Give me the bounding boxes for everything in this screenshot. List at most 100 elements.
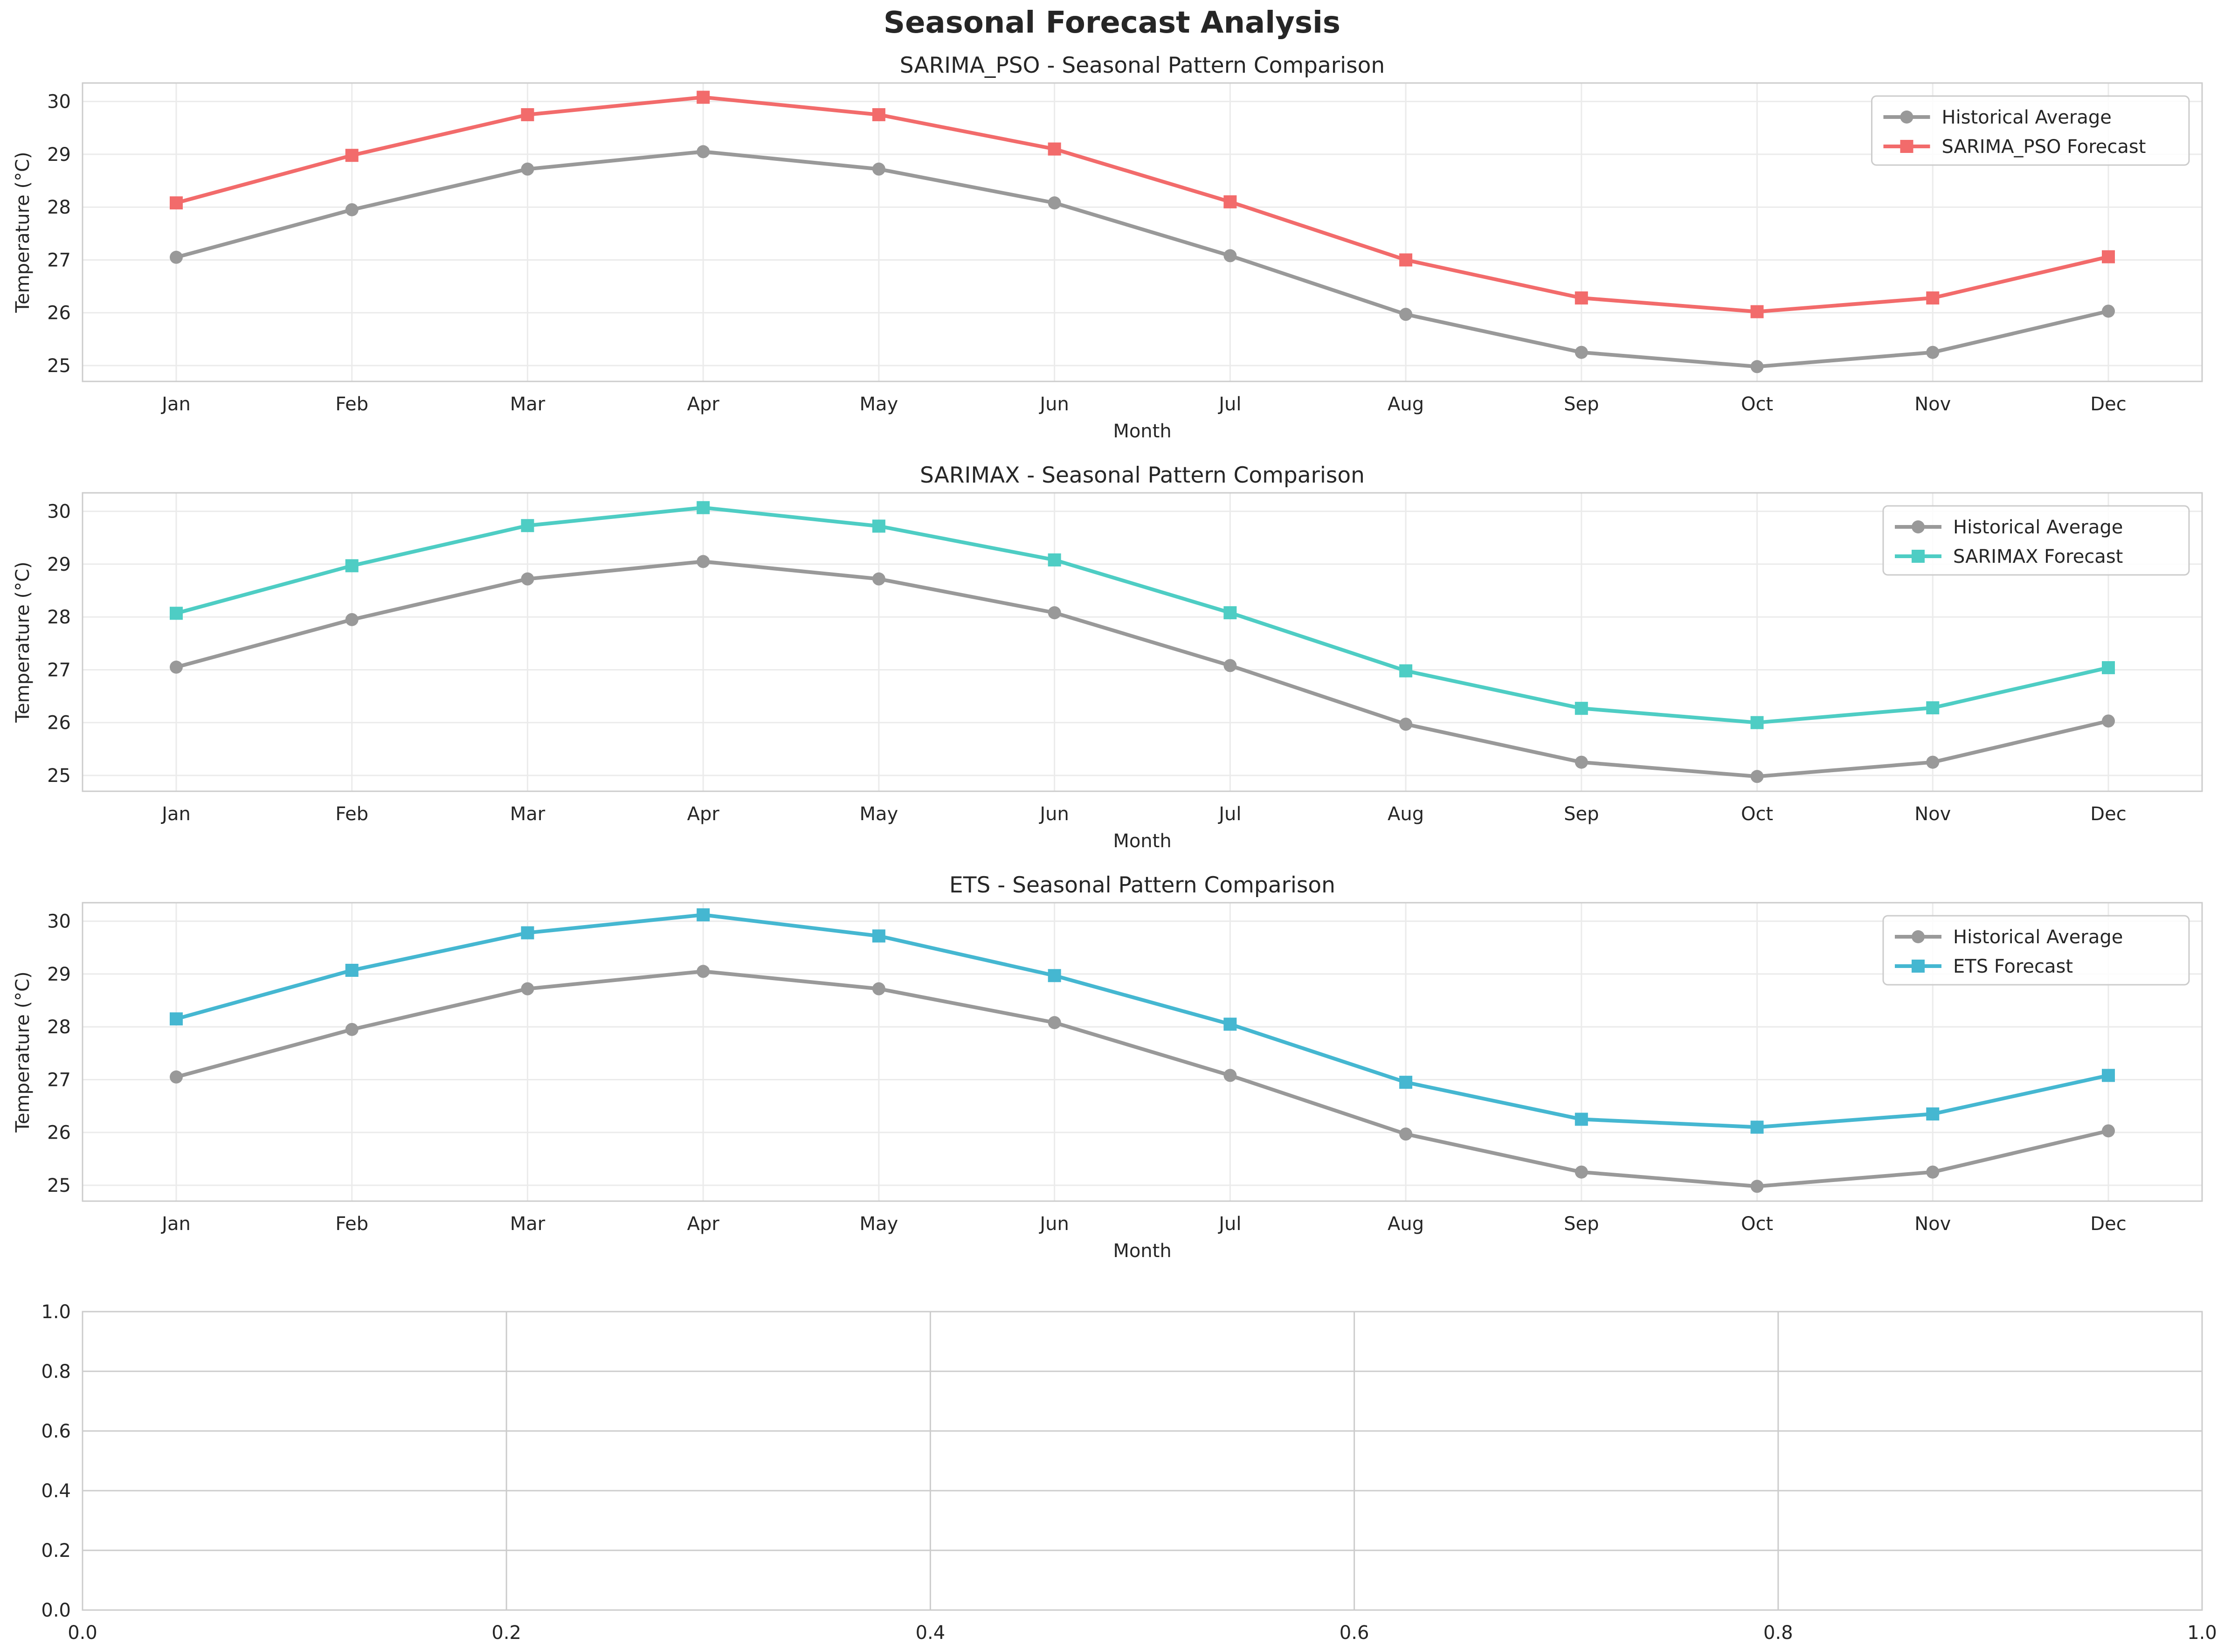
data-point	[1926, 755, 1940, 769]
data-point	[2102, 661, 2115, 674]
data-point	[1750, 1120, 1764, 1134]
data-point	[1750, 716, 1764, 729]
data-point	[1575, 1165, 1588, 1179]
legend-label: SARIMA_PSO Forecast	[1942, 136, 2146, 158]
figure-title: Seasonal Forecast Analysis	[884, 6, 1340, 40]
x-axis-label: Month	[1113, 1240, 1171, 1262]
x-tick-label: Aug	[1388, 803, 1424, 825]
data-point	[1926, 1107, 1940, 1121]
legend-label: Historical Average	[1953, 517, 2123, 538]
legend-marker	[1912, 930, 1925, 943]
y-tick-label: 25	[47, 1175, 71, 1196]
plot-frame	[82, 902, 2203, 1202]
y-axis-label: Temperature (°C)	[12, 152, 34, 313]
x-axis-label: Month	[1113, 421, 1171, 442]
data-point	[1223, 195, 1237, 208]
data-point	[1750, 360, 1764, 373]
y-tick-label: 27	[47, 249, 71, 271]
plot-frame	[82, 492, 2203, 792]
data-point	[170, 1070, 183, 1084]
y-tick-label: 27	[47, 1069, 71, 1091]
x-tick-label: Jun	[1038, 394, 1069, 415]
data-point	[521, 572, 534, 586]
data-point	[2102, 1069, 2115, 1082]
series-line	[174, 150, 2110, 369]
x-tick-label: Mar	[510, 1213, 546, 1235]
data-point	[521, 519, 534, 532]
x-tick-label: Nov	[1914, 394, 1951, 415]
x-tick-label: Apr	[687, 394, 720, 415]
x-tick-label: Dec	[2090, 803, 2126, 825]
x-tick-label: May	[860, 803, 898, 825]
data-point	[170, 250, 183, 264]
data-point	[2102, 1124, 2115, 1138]
y-tick-label: 30	[47, 911, 71, 933]
x-axis-label: Month	[1113, 830, 1171, 852]
data-point	[521, 926, 534, 940]
x-tick-label: 0.6	[1340, 1622, 1369, 1644]
data-point	[1048, 553, 1061, 567]
data-point	[872, 108, 885, 121]
data-point	[170, 607, 183, 620]
data-point	[1399, 253, 1413, 267]
chart-panel-1: SARIMA_PSO - Seasonal Pattern Comparison…	[12, 53, 2203, 442]
data-point	[697, 145, 710, 159]
x-tick-label: Oct	[1741, 1213, 1773, 1235]
x-tick-label: Aug	[1388, 1213, 1424, 1235]
x-tick-label: Oct	[1741, 803, 1773, 825]
chart-panel-2: SARIMAX - Seasonal Pattern Comparison 25 2…	[12, 463, 2203, 852]
x-tick-label: May	[860, 1213, 898, 1235]
x-tick-label: Jan	[160, 803, 191, 825]
y-axis-label: Temperature (°C)	[12, 971, 34, 1133]
data-point	[1223, 659, 1237, 672]
x-tick-label: Aug	[1388, 394, 1424, 415]
y-tick-label: 28	[47, 607, 71, 628]
data-point	[345, 203, 359, 216]
x-tick-label: 0.4	[916, 1622, 946, 1644]
y-tick-label: 28	[47, 197, 71, 218]
y-tick-label: 29	[47, 964, 71, 985]
data-point	[697, 555, 710, 568]
x-tick-label: Feb	[335, 394, 368, 415]
data-point	[697, 501, 710, 514]
data-point	[1048, 1016, 1061, 1030]
x-tick-label: Feb	[335, 1213, 368, 1235]
legend-label: ETS Forecast	[1953, 956, 2073, 977]
x-tick-label: Sep	[1564, 1213, 1599, 1235]
y-axis-label: Temperature (°C)	[12, 561, 34, 723]
data-point	[170, 660, 183, 674]
data-point	[170, 1012, 183, 1026]
x-tick-label: Oct	[1741, 394, 1773, 415]
y-tick-label: 27	[47, 659, 71, 681]
data-point	[697, 908, 710, 922]
data-point	[1575, 346, 1588, 359]
data-point	[872, 162, 885, 176]
y-tick-label: 29	[47, 144, 71, 166]
x-tick-label: 0.0	[68, 1622, 97, 1644]
data-point	[345, 963, 359, 977]
data-point	[697, 90, 710, 104]
data-point	[1399, 718, 1413, 731]
data-point	[872, 929, 885, 943]
x-tick-label: Jul	[1217, 803, 1241, 825]
series-line	[174, 505, 2110, 725]
data-point	[345, 559, 359, 573]
data-point	[1048, 969, 1061, 982]
legend-box	[1871, 95, 2190, 166]
data-point	[1750, 305, 1764, 318]
data-point	[1223, 1069, 1237, 1082]
x-tick-label: Jun	[1038, 803, 1069, 825]
legend-label: Historical Average	[1942, 107, 2112, 128]
series-line	[174, 95, 2110, 314]
data-point	[1399, 308, 1413, 321]
x-tick-label: Dec	[2090, 1213, 2126, 1235]
data-point	[2102, 714, 2115, 728]
panel-title: ETS - Seasonal Pattern Comparison	[949, 872, 1335, 898]
x-tick-label: Nov	[1914, 803, 1951, 825]
y-tick-label: 29	[47, 554, 71, 575]
y-tick-label: 0.2	[41, 1540, 71, 1562]
x-tick-label: May	[860, 394, 898, 415]
x-tick-label: Sep	[1564, 803, 1599, 825]
